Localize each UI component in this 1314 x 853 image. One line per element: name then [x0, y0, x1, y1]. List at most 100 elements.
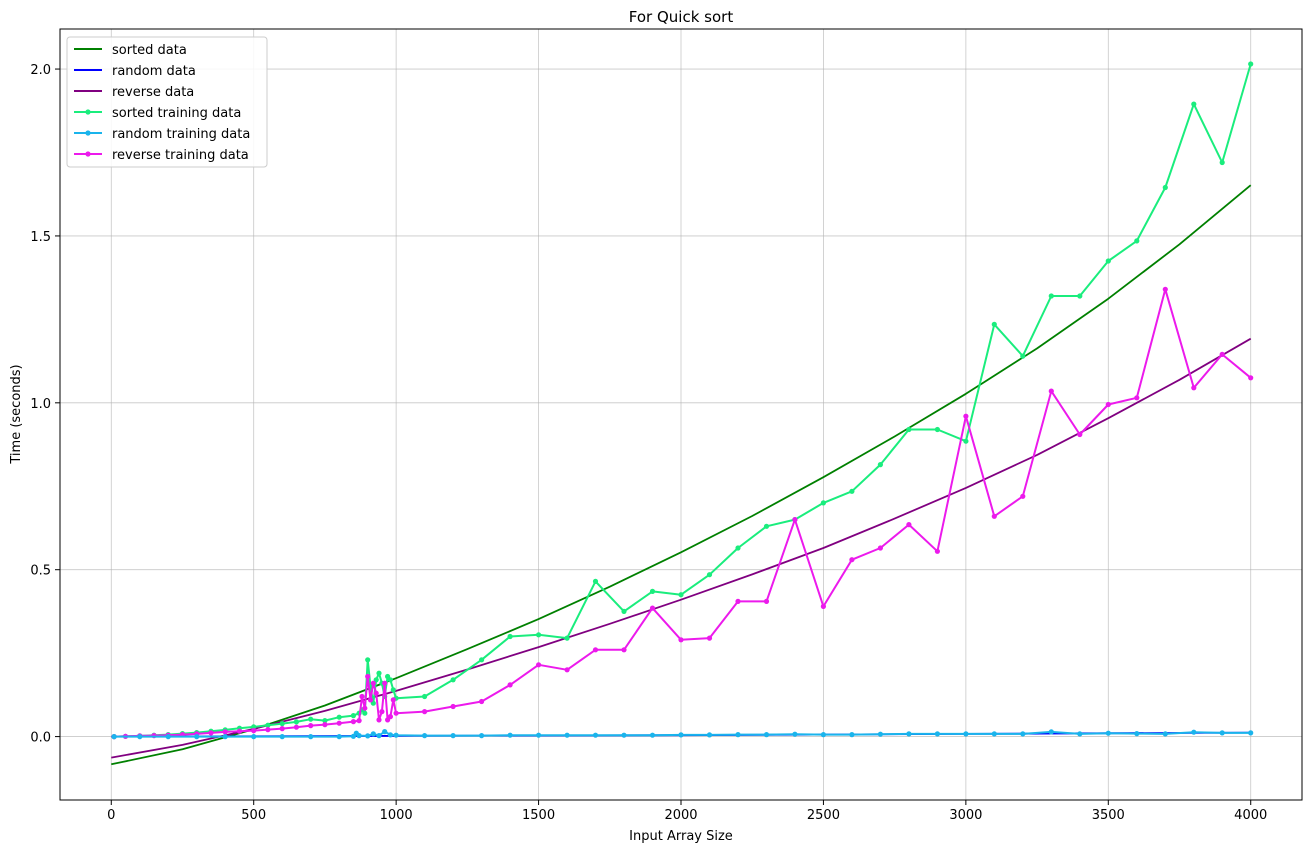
series-sorted-data — [111, 184, 1252, 766]
data-point — [393, 710, 399, 716]
data-point — [1020, 493, 1026, 499]
data-point — [362, 705, 368, 711]
data-point — [222, 734, 228, 740]
y-axis-label: Time (seconds) — [9, 364, 24, 464]
data-point — [265, 722, 271, 728]
legend-label: sorted data — [112, 43, 187, 58]
data-point — [251, 728, 257, 734]
y-tick-label: 1.5 — [30, 230, 51, 245]
data-point — [370, 680, 376, 686]
data-point — [373, 677, 379, 683]
data-point — [293, 719, 299, 725]
data-point — [376, 733, 382, 739]
data-point — [356, 718, 362, 724]
data-point — [390, 687, 396, 693]
data-point — [963, 413, 969, 419]
data-point — [308, 716, 314, 722]
data-point — [336, 720, 342, 726]
data-point — [706, 732, 713, 738]
data-point — [367, 697, 374, 703]
data-point — [763, 732, 770, 738]
data-point — [877, 545, 884, 551]
data-point — [322, 718, 328, 724]
data-point — [111, 734, 117, 740]
data-point — [356, 733, 362, 739]
data-point — [1191, 385, 1197, 391]
series-reverse-data — [111, 337, 1252, 759]
data-point — [365, 673, 371, 680]
legend-label: sorted training data — [112, 106, 241, 121]
x-tick-label: 2500 — [807, 808, 840, 823]
y-tick-label: 0.5 — [30, 564, 51, 579]
data-point — [450, 733, 456, 739]
data-point — [621, 732, 627, 738]
data-point — [1162, 731, 1168, 737]
data-point — [906, 426, 912, 433]
data-point — [1048, 729, 1054, 735]
data-point — [279, 734, 285, 740]
data-point — [763, 598, 770, 605]
data-point — [1105, 401, 1111, 408]
x-tick-label: 2000 — [664, 808, 697, 823]
data-point — [1219, 351, 1225, 357]
data-point — [1048, 388, 1054, 394]
data-point — [507, 732, 513, 738]
data-point — [706, 572, 713, 578]
data-point — [991, 731, 997, 737]
data-point — [279, 726, 285, 732]
data-point — [350, 713, 356, 719]
data-point — [849, 488, 855, 494]
data-point — [1020, 353, 1026, 359]
data-point — [390, 697, 396, 703]
series-reverse-training-data — [111, 286, 1254, 740]
x-tick-label: 3000 — [949, 808, 982, 823]
data-point — [934, 731, 941, 737]
data-point — [678, 637, 684, 643]
data-point — [536, 662, 542, 668]
data-point — [877, 462, 884, 468]
data-point — [877, 731, 884, 737]
data-point — [450, 703, 456, 710]
data-point — [1077, 731, 1083, 737]
legend-marker — [85, 151, 91, 157]
data-point — [1020, 731, 1026, 737]
data-point — [359, 693, 365, 700]
data-point — [649, 605, 656, 611]
data-point — [735, 732, 741, 738]
data-point — [649, 732, 656, 738]
data-point — [507, 682, 513, 688]
data-point — [322, 722, 328, 728]
data-point — [1162, 286, 1168, 292]
data-point — [1191, 729, 1197, 735]
data-point — [849, 557, 855, 563]
data-point — [906, 522, 912, 528]
data-point — [265, 727, 271, 733]
data-point — [1248, 730, 1254, 736]
x-axis: 0 500 1000 1500 2000 2500 3000 3500 4000 — [107, 800, 1267, 823]
y-axis: 0.0 0.5 1.0 1.5 2.0 — [30, 63, 60, 746]
data-point — [1191, 101, 1197, 107]
legend-label: random training data — [112, 127, 250, 142]
data-point — [382, 729, 388, 735]
legend-label: reverse data — [112, 85, 194, 100]
data-point — [370, 731, 376, 737]
data-point — [365, 657, 371, 663]
data-point — [564, 635, 570, 641]
data-point — [308, 734, 314, 740]
data-point — [236, 728, 243, 734]
x-tick-label: 3500 — [1092, 808, 1125, 823]
legend: sorted data random data reverse data sorted… — [66, 36, 268, 168]
data-point — [621, 647, 627, 653]
data-point — [820, 732, 827, 738]
data-point — [906, 731, 912, 737]
data-point — [194, 734, 200, 740]
data-point — [336, 734, 342, 740]
data-point — [165, 734, 171, 740]
data-point — [678, 592, 684, 598]
data-point — [279, 721, 285, 727]
y-tick-label: 1.0 — [30, 397, 51, 412]
x-axis-label: Input Array Size — [629, 829, 733, 844]
data-point — [507, 633, 513, 640]
data-point — [373, 690, 379, 696]
data-point — [379, 709, 385, 715]
